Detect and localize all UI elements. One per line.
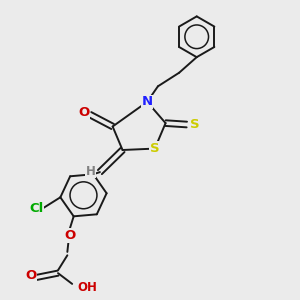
Text: Cl: Cl bbox=[29, 202, 43, 214]
Text: O: O bbox=[78, 106, 89, 119]
Text: H: H bbox=[86, 165, 96, 178]
Text: OH: OH bbox=[78, 281, 98, 294]
Text: S: S bbox=[150, 142, 160, 155]
Text: O: O bbox=[64, 229, 76, 242]
Text: S: S bbox=[190, 118, 200, 131]
Text: N: N bbox=[142, 95, 153, 108]
Text: O: O bbox=[25, 269, 36, 283]
